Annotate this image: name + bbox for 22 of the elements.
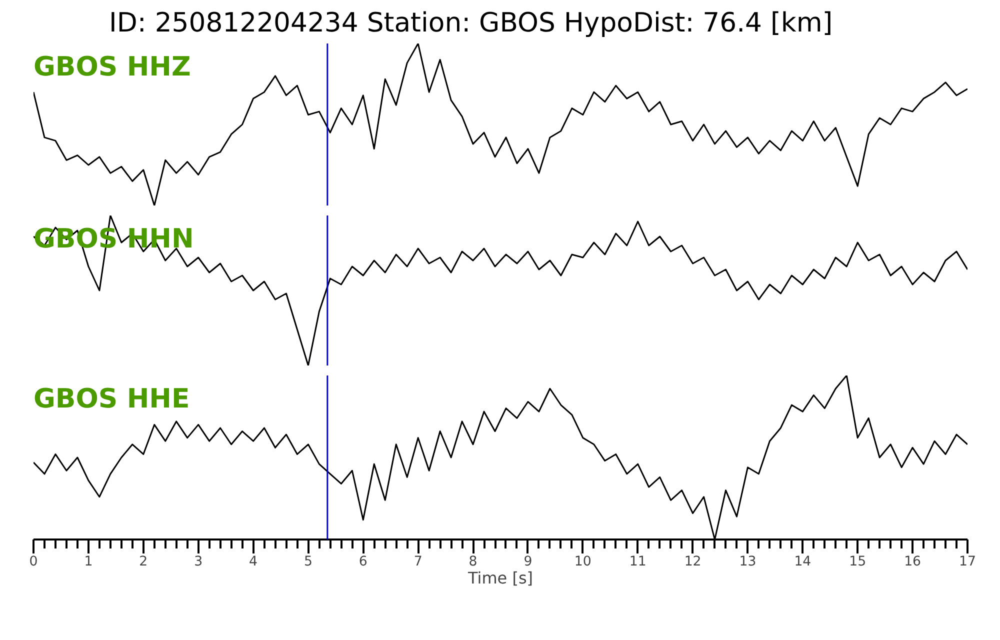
x-tick-label: 7 [414,554,422,570]
x-tick-label: 15 [849,554,866,570]
x-tick-label: 2 [139,554,148,570]
x-tick-label: 10 [574,554,592,570]
x-tick-label: 6 [358,554,368,570]
x-tick-label: 13 [739,554,756,570]
x-tick-label: 16 [904,554,922,570]
x-tick-label: 0 [29,554,38,570]
annotation: GBOS HHZ [34,52,191,82]
x-tick-label: 12 [684,554,702,570]
x-tick-label: 5 [304,554,312,570]
x-tick-label: 3 [194,554,203,570]
x-tick-label: 8 [468,554,478,570]
annotation: GBOS HHE [34,384,190,414]
x-tick-label: 4 [249,554,258,570]
x-tick-label: 9 [524,554,532,570]
chart-title: ID: 250812204234 Station: GBOS HypoDist: 76.4 [km] [108,8,833,38]
x-axis-title: Time [s] [466,568,534,588]
x-tick-label: 11 [629,554,646,570]
x-tick-label: 17 [959,554,976,570]
x-tick-label: 14 [794,554,812,570]
x-tick-label: 1 [84,554,93,570]
